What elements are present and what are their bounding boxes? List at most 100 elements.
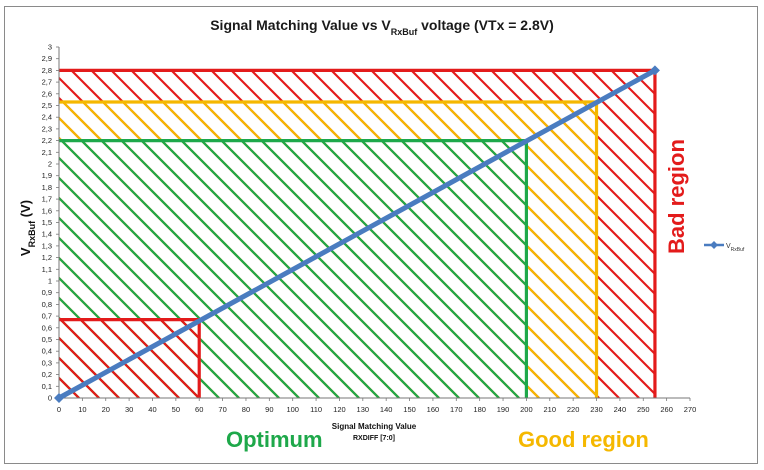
- x-tick-label: 180: [473, 405, 486, 414]
- y-tick-label: 3: [48, 43, 52, 52]
- y-axis-title: VRxBuf (V): [18, 200, 37, 256]
- x-tick-label: 100: [286, 405, 299, 414]
- y-tick-label: 2: [48, 160, 52, 169]
- hatch-line: [622, 141, 764, 398]
- hatch-line: [59, 336, 120, 398]
- hatch-line: [100, 140, 360, 398]
- y-tick-label: 0,1: [42, 382, 52, 391]
- hatch-line: [542, 141, 764, 398]
- hatch-line: [120, 140, 380, 398]
- hatch-line: [550, 70, 655, 176]
- x-tick-label: 40: [148, 405, 156, 414]
- x-tick-label: 60: [195, 405, 203, 414]
- y-tick-label: 1,5: [42, 218, 52, 227]
- x-tick-label: 160: [427, 405, 440, 414]
- y-tick-label: 2,3: [42, 124, 52, 133]
- x-tick-label: 10: [78, 405, 86, 414]
- x-tick-label: 80: [242, 405, 250, 414]
- hatch-line: [79, 319, 160, 398]
- hatch-line: [711, 70, 764, 398]
- hatch-line: [200, 140, 460, 398]
- hatch-line: [179, 319, 200, 340]
- hatch-line: [180, 140, 440, 398]
- hatch-line: [59, 319, 140, 398]
- hatch-line: [360, 140, 527, 307]
- y-tick-label: 0: [48, 394, 52, 403]
- hatch-line: [460, 140, 527, 207]
- y-tick-label: 0,5: [42, 335, 52, 344]
- hatch-line: [440, 140, 527, 227]
- x-tick-label: 0: [57, 405, 61, 414]
- hatch-line: [702, 141, 764, 398]
- x-tick-label: 70: [218, 405, 226, 414]
- x-tick-label: 190: [497, 405, 510, 414]
- x-tick-label: 230: [590, 405, 603, 414]
- chart-title: Signal Matching Value vs VRxBuf voltage …: [210, 17, 554, 37]
- x-tick-label: 260: [660, 405, 673, 414]
- region-label-optimum: Optimum: [226, 427, 323, 452]
- x-tick-label: 20: [102, 405, 110, 414]
- x-tick-label: 130: [357, 405, 370, 414]
- hatch-line: [731, 70, 764, 398]
- hatch-line: [59, 376, 80, 398]
- y-tick-label: 1: [48, 277, 52, 286]
- x-tick-label: 50: [172, 405, 180, 414]
- hatch-line: [683, 102, 764, 398]
- y-tick-label: 0,4: [42, 347, 52, 356]
- hatch-line: [80, 140, 340, 398]
- hatch-line: [642, 141, 764, 398]
- x-tick-label: 200: [520, 405, 533, 414]
- y-tick-label: 0,8: [42, 300, 52, 309]
- y-tick-label: 1,8: [42, 183, 52, 192]
- hatch-line: [520, 140, 527, 147]
- x-tick-label: 240: [614, 405, 627, 414]
- y-tick-label: 2,5: [42, 101, 52, 110]
- hatch-line: [570, 70, 655, 156]
- y-tick-label: 1,9: [42, 171, 52, 180]
- x-tick-label: 220: [567, 405, 580, 414]
- x-tick-label: 110: [310, 405, 322, 414]
- hatch-line: [260, 140, 520, 398]
- x-tick-label: 140: [380, 405, 393, 414]
- hatch-line: [340, 140, 527, 327]
- hatch-line: [99, 319, 180, 398]
- legend-label: VRxBuf: [726, 243, 745, 253]
- hatch-line: [590, 70, 655, 136]
- hatch-line: [280, 140, 527, 387]
- x-tick-label: 120: [333, 405, 346, 414]
- hatch-line: [522, 101, 597, 178]
- x-axis-title: Signal Matching Value: [332, 422, 417, 431]
- hatch-line: [59, 216, 240, 399]
- y-tick-label: 0,7: [42, 312, 52, 321]
- y-tick-label: 0,9: [42, 288, 52, 297]
- y-tick-label: 1,3: [42, 241, 52, 250]
- x-axis-subtitle: RXDIFF [7:0]: [353, 435, 395, 442]
- x-tick-label: 210: [544, 405, 557, 414]
- y-tick-label: 2,8: [42, 66, 52, 75]
- hatch-line: [59, 356, 100, 398]
- hatch-line: [300, 140, 527, 367]
- y-tick-label: 1,6: [42, 206, 52, 215]
- hatch-line: [119, 319, 200, 398]
- hatch-line: [480, 140, 527, 187]
- y-tick-label: 2,2: [42, 136, 52, 145]
- hatch-line: [751, 70, 764, 398]
- hatch-line: [380, 140, 527, 287]
- hatch-line: [420, 140, 527, 247]
- y-tick-label: 2,9: [42, 54, 52, 63]
- hatch-line: [742, 141, 764, 398]
- y-tick-label: 2,4: [42, 113, 52, 122]
- series-end-marker: [649, 65, 660, 76]
- hatch-line: [722, 141, 764, 398]
- region-label-good: Good region: [518, 427, 649, 452]
- y-tick-label: 1,2: [42, 253, 52, 262]
- hatch-line: [542, 101, 597, 158]
- x-tick-label: 90: [265, 405, 273, 414]
- hatch-line: [490, 70, 655, 236]
- x-tick-label: 170: [450, 405, 463, 414]
- hatch-line: [59, 376, 80, 399]
- hatch-line: [743, 102, 764, 398]
- hatch-line: [320, 140, 527, 347]
- y-tick-label: 2,1: [42, 148, 52, 157]
